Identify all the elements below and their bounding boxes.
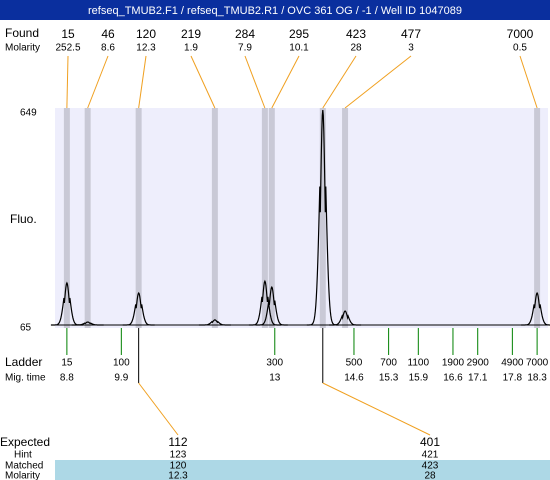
found-size: 46 [101,27,115,41]
ladder-size: 1900 [442,358,465,369]
peak-band [63,108,70,328]
ladder-label: Ladder [5,355,42,369]
peak-band [342,108,349,328]
matched-value: 423 [422,461,439,472]
molarity-row-label: Molarity [5,471,40,480]
y-tick-label: 65 [20,323,32,334]
found-size: 284 [235,27,255,41]
found-size: 295 [289,27,309,41]
matched-row-bg [55,460,550,480]
y-axis-label: Fluo. [10,212,37,226]
found-molarity: 3 [408,43,414,54]
peak-band [261,108,268,328]
ladder-size: 500 [346,358,363,369]
expected-row-label: Expected [0,435,50,449]
mig-time-label: Mig. time [5,373,46,384]
found-size: 7000 [507,27,534,41]
ladder-time: 14.6 [344,373,364,384]
found-molarity: 1.9 [184,43,198,54]
found-molarity: 8.6 [101,43,115,54]
hint-value: 123 [170,450,187,461]
found-size: 219 [181,27,201,41]
matched-row-label: Matched [5,461,43,472]
expected-value: 401 [420,435,440,449]
leader-line [66,55,69,109]
leader-line [344,55,412,109]
leader-line [190,55,216,109]
molarity-label: Molarity [5,43,40,54]
found-label: Found [5,26,39,40]
peak-band [211,108,218,328]
match-leader [322,382,431,436]
found-molarity: 7.9 [238,43,252,54]
ladder-size: 100 [113,358,130,369]
ladder-size: 7000 [526,358,549,369]
ladder-size: 15 [61,358,73,369]
ladder-size: 4900 [501,358,524,369]
peak-band [319,108,326,328]
found-size: 423 [346,27,366,41]
found-molarity: 12.3 [136,43,156,54]
chart-title: refseq_TMUB2.F1 / refseq_TMUB2.R1 / OVC … [88,5,462,17]
matched-value: 120 [170,461,187,472]
trace-peak [329,310,362,326]
leader-line [138,55,147,109]
found-molarity: 10.1 [289,43,309,54]
trace-peak [198,319,231,326]
ladder-size: 700 [380,358,397,369]
ladder-time: 17.8 [503,373,523,384]
found-molarity: 0.5 [513,43,527,54]
expected-value: 112 [168,435,187,449]
found-size: 477 [401,27,421,41]
found-molarity: 28 [350,43,362,54]
molarity-value: 12.3 [168,471,188,480]
hint-value: 421 [422,450,439,461]
trace-peak [71,321,104,326]
peak-band [84,108,91,328]
found-size: 120 [136,27,156,41]
peak-band [534,108,541,328]
found-size: 15 [61,27,75,41]
trace-peak [255,285,288,326]
ladder-time: 15.3 [379,373,399,384]
molarity-value: 28 [424,471,436,480]
peak-band [135,108,142,328]
trace-peak [248,279,281,326]
y-tick-label: 649 [20,108,37,119]
ladder-time: 16.6 [443,373,463,384]
match-leader [138,382,179,436]
ladder-time: 18.3 [527,373,547,384]
ladder-size: 1100 [408,358,430,369]
plot-area [55,108,548,328]
leader-line [87,55,109,109]
title-bar [0,0,550,20]
ladder-time: 8.8 [60,373,74,384]
ladder-time: 17.1 [468,373,488,384]
trace-peak [306,109,339,326]
trace-peak [122,291,155,326]
found-molarity: 252.5 [55,43,80,54]
hint-row-label: Hint [14,450,32,461]
trace-peak [521,291,550,326]
peak-band [268,108,275,328]
leader-line [244,55,266,109]
ladder-time: 13 [269,373,281,384]
leader-line [519,55,538,109]
ladder-size: 2900 [467,358,490,369]
leader-line [271,55,300,109]
ladder-size: 300 [266,358,283,369]
ladder-time: 15.9 [409,373,429,384]
ladder-time: 9.9 [114,373,128,384]
leader-line [322,55,357,109]
